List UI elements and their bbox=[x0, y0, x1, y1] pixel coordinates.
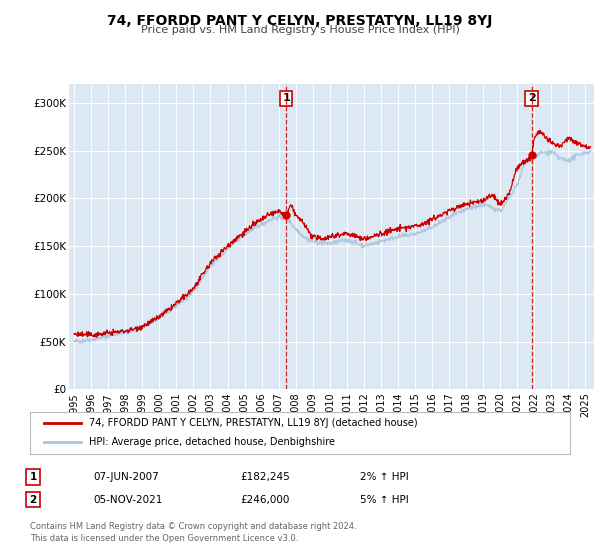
Text: £246,000: £246,000 bbox=[240, 494, 289, 505]
Text: 2: 2 bbox=[528, 94, 535, 103]
Text: Price paid vs. HM Land Registry's House Price Index (HPI): Price paid vs. HM Land Registry's House … bbox=[140, 25, 460, 35]
Text: 2% ↑ HPI: 2% ↑ HPI bbox=[360, 472, 409, 482]
Text: 5% ↑ HPI: 5% ↑ HPI bbox=[360, 494, 409, 505]
Text: 1: 1 bbox=[29, 472, 37, 482]
Text: 05-NOV-2021: 05-NOV-2021 bbox=[93, 494, 163, 505]
Text: 74, FFORDD PANT Y CELYN, PRESTATYN, LL19 8YJ (detached house): 74, FFORDD PANT Y CELYN, PRESTATYN, LL19… bbox=[89, 418, 418, 428]
Text: 2: 2 bbox=[29, 494, 37, 505]
Text: HPI: Average price, detached house, Denbighshire: HPI: Average price, detached house, Denb… bbox=[89, 437, 335, 447]
Text: 74, FFORDD PANT Y CELYN, PRESTATYN, LL19 8YJ: 74, FFORDD PANT Y CELYN, PRESTATYN, LL19… bbox=[107, 14, 493, 28]
Text: £182,245: £182,245 bbox=[240, 472, 290, 482]
Text: Contains HM Land Registry data © Crown copyright and database right 2024.
This d: Contains HM Land Registry data © Crown c… bbox=[30, 522, 356, 543]
Text: 1: 1 bbox=[282, 94, 290, 103]
Text: 07-JUN-2007: 07-JUN-2007 bbox=[93, 472, 159, 482]
